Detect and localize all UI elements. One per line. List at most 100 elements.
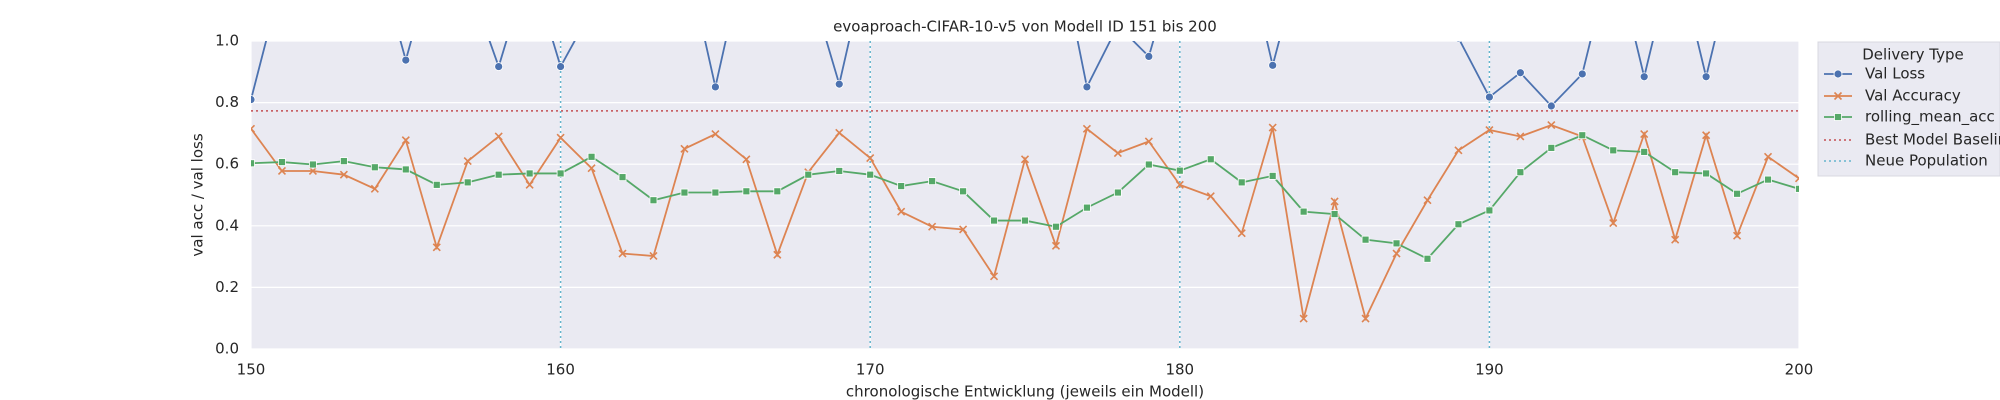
marker: [928, 222, 937, 231]
marker: [309, 160, 317, 169]
marker: [834, 79, 844, 89]
marker: [1299, 314, 1308, 323]
marker: [1547, 121, 1556, 130]
marker: [1175, 166, 1184, 175]
marker: [1082, 82, 1092, 92]
marker: [1701, 72, 1711, 82]
y-axis-label: val acc / val loss: [189, 133, 207, 256]
marker: [370, 184, 379, 193]
marker: [278, 158, 286, 166]
marker: [1764, 175, 1772, 184]
chart-title: evoaproach-CIFAR-10-v5 von Modell ID 151…: [833, 18, 1217, 36]
marker: [1671, 168, 1680, 177]
marker: [897, 182, 906, 190]
marker: [401, 165, 410, 174]
marker: [1609, 218, 1618, 228]
marker: [618, 249, 627, 258]
marker: [1578, 131, 1587, 140]
marker: [1361, 314, 1370, 323]
marker: [1083, 203, 1091, 212]
marker: [928, 177, 937, 186]
marker: [1515, 68, 1525, 78]
marker: [1485, 125, 1494, 135]
marker: [711, 188, 720, 197]
marker: [1268, 172, 1277, 180]
marker: [251, 159, 255, 168]
marker: [1640, 129, 1649, 139]
marker: [897, 207, 906, 216]
legend-label: rolling_mean_acc: [1865, 108, 1995, 127]
marker: [1268, 123, 1277, 132]
marker: [1113, 149, 1122, 158]
marker: [556, 133, 565, 142]
marker: [556, 62, 565, 71]
marker: [1577, 69, 1587, 79]
marker: [1144, 160, 1153, 169]
marker: [556, 169, 565, 178]
marker: [1020, 155, 1030, 164]
y-tick-label: 0.0: [215, 340, 239, 358]
x-tick-label: 190: [1475, 361, 1504, 379]
marker: [1702, 131, 1711, 140]
marker: [804, 170, 813, 179]
marker: [742, 155, 751, 164]
marker: [463, 178, 472, 187]
plot-area: [251, 6, 1799, 349]
legend-label: Val Loss: [1865, 65, 1925, 83]
marker: [1423, 196, 1432, 205]
marker: [1516, 168, 1525, 177]
x-tick-label: 170: [856, 361, 885, 379]
marker: [1455, 41, 1462, 43]
series-line: [251, 41, 1716, 108]
marker: [432, 180, 441, 189]
marker: [1082, 124, 1091, 133]
y-tick-label: 0.2: [215, 278, 239, 296]
marker: [339, 157, 348, 166]
y-tick-label: 1.0: [215, 32, 239, 50]
marker: [649, 196, 658, 205]
marker: [1361, 235, 1370, 244]
marker: [1392, 249, 1401, 258]
marker: [251, 95, 256, 104]
x-axis-label: chronologische Entwicklung (jeweils ein …: [846, 383, 1204, 400]
marker: [463, 157, 472, 166]
marker: [1392, 239, 1401, 248]
marker: [618, 173, 627, 182]
marker: [1671, 235, 1680, 244]
marker: [1237, 229, 1246, 238]
marker: [1702, 169, 1711, 178]
marker: [835, 167, 844, 175]
marker: [1454, 146, 1463, 155]
x-tick-label: 180: [1165, 361, 1194, 379]
marker: [1639, 72, 1649, 82]
marker: [1206, 155, 1215, 164]
x-tick-label: 200: [1785, 361, 1814, 379]
marker: [308, 166, 317, 176]
marker: [339, 170, 348, 179]
marker: [277, 166, 287, 176]
marker: [1113, 188, 1122, 197]
y-tick-label: 0.6: [215, 155, 239, 173]
marker: [525, 169, 534, 178]
marker: [1330, 197, 1339, 206]
marker: [680, 188, 689, 197]
marker: [1454, 220, 1463, 229]
marker: [1206, 192, 1215, 201]
marker: [989, 272, 999, 281]
marker: [1516, 132, 1525, 141]
marker: [959, 225, 968, 234]
marker: [1733, 231, 1742, 240]
marker: [401, 136, 410, 145]
marker: [1485, 92, 1494, 102]
legend-label: Val Accuracy: [1865, 87, 1961, 105]
plot-background: [251, 41, 1799, 349]
marker: [494, 132, 503, 141]
marker: [649, 251, 658, 261]
marker: [1733, 189, 1741, 198]
marker: [588, 6, 596, 14]
marker: [1547, 143, 1556, 152]
marker: [1175, 180, 1184, 189]
marker: [1485, 206, 1494, 215]
